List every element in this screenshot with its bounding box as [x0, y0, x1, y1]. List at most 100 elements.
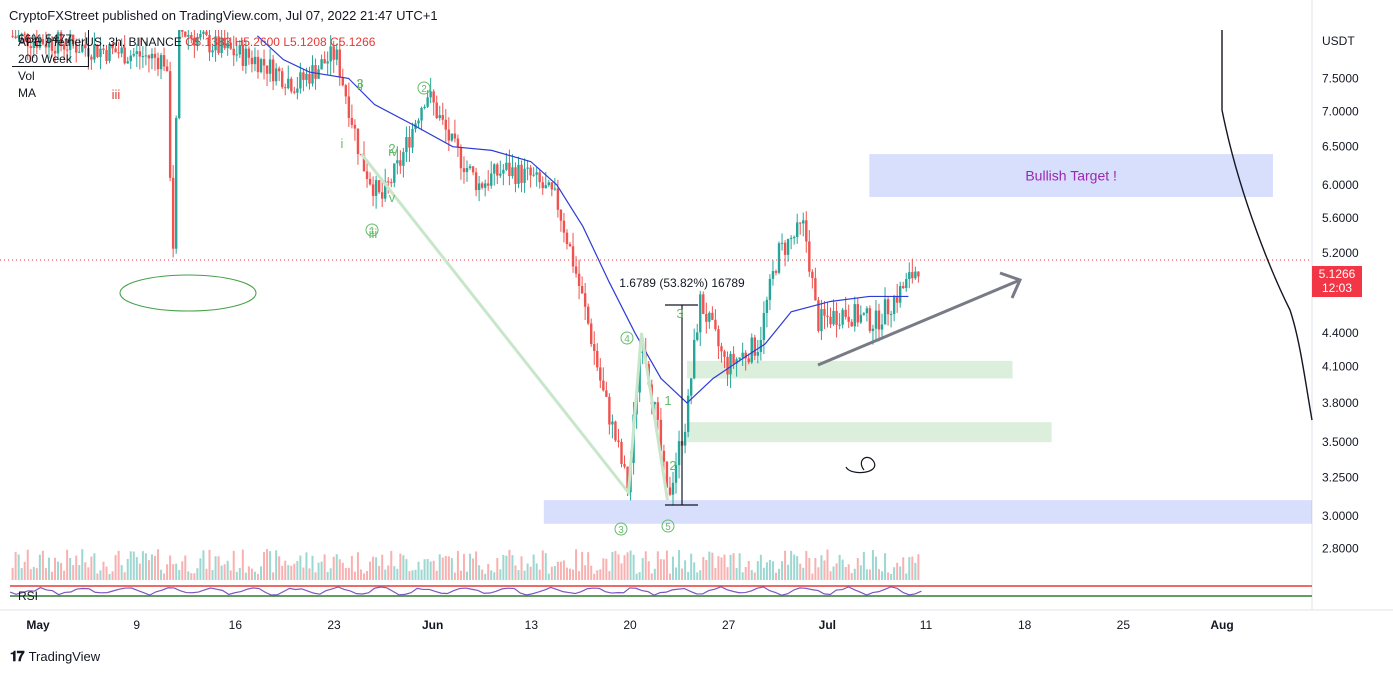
candle-body	[614, 421, 617, 441]
candle	[293, 86, 296, 95]
candle-body	[402, 152, 405, 166]
candle-body	[780, 242, 784, 244]
volume-bar	[496, 557, 499, 580]
volume-bar	[459, 570, 462, 580]
candle	[850, 319, 853, 327]
candle	[547, 179, 550, 187]
volume-bar	[856, 558, 859, 580]
symbol-name[interactable]: APE / TetherUS, 3h, BINANCE	[18, 35, 182, 49]
volume-bar	[765, 562, 768, 580]
candle-body	[487, 183, 490, 186]
x-tick-label: 16	[229, 618, 243, 632]
candle	[762, 301, 766, 355]
candle	[735, 357, 738, 377]
candle	[774, 269, 778, 276]
candle-body	[783, 242, 787, 255]
volume-bar	[914, 562, 917, 580]
candle	[277, 66, 281, 82]
scribble-mark	[845, 456, 876, 474]
volume-bar	[814, 558, 817, 580]
candle-body	[268, 59, 272, 74]
candle-body	[477, 183, 481, 191]
trend-arrow-line	[817, 278, 1021, 367]
candle	[529, 164, 532, 188]
candle-body	[768, 278, 772, 300]
candle	[75, 38, 78, 63]
candle	[471, 166, 475, 176]
volume-bar	[747, 560, 750, 580]
x-tick-label: Aug	[1210, 618, 1233, 632]
candle-body	[199, 33, 202, 38]
candle-body	[187, 35, 190, 37]
volume-bar	[253, 571, 256, 580]
volume-bar	[184, 555, 187, 580]
candle	[720, 342, 723, 363]
trend-arrow-head	[999, 271, 1023, 299]
candle	[199, 30, 202, 41]
candle	[408, 125, 411, 162]
volume-bar	[102, 561, 105, 580]
footer-brand[interactable]: TradingView	[28, 649, 101, 664]
candle-body	[771, 271, 775, 279]
volume-bar	[296, 561, 299, 580]
candle	[483, 179, 487, 197]
candle	[693, 328, 696, 380]
candle-body	[795, 222, 799, 237]
currency-label: USDT	[1322, 34, 1355, 48]
y-tick-label: 5.2000	[1322, 246, 1359, 260]
candle-body	[717, 329, 720, 347]
volume-bar	[87, 567, 90, 580]
candle-body	[653, 402, 657, 405]
volume-bar	[326, 571, 329, 580]
candle-body	[126, 61, 129, 64]
volume-bar	[774, 572, 777, 580]
candle-body	[892, 297, 896, 315]
candle-body	[677, 441, 681, 466]
volume-bar	[435, 570, 438, 580]
candle	[20, 32, 23, 43]
candle	[114, 42, 117, 53]
candle-body	[374, 180, 378, 196]
candle	[444, 109, 447, 143]
volume-bar	[568, 568, 571, 580]
volume-bar	[335, 554, 338, 580]
volume-bar	[520, 556, 523, 580]
candle-body	[544, 185, 547, 189]
candle	[423, 104, 426, 110]
volume-bar	[717, 556, 720, 580]
volume-bar	[35, 568, 38, 580]
wave-circle	[620, 331, 634, 345]
volume-bar	[853, 568, 856, 580]
volume-bar	[499, 569, 502, 580]
volume-bar	[626, 552, 629, 580]
volume-bar	[732, 553, 735, 580]
legend-vol[interactable]: Vol	[18, 69, 35, 83]
volume-bar	[650, 573, 653, 580]
candle-body	[523, 168, 526, 183]
candle-body	[223, 37, 226, 49]
candle-body	[290, 78, 293, 92]
volume-bar	[805, 551, 808, 580]
legend-ma[interactable]: MA	[18, 86, 36, 100]
candle-body	[205, 31, 208, 36]
candle-body	[217, 36, 220, 54]
y-tick-label: 6.5000	[1322, 140, 1359, 154]
candle-body	[565, 232, 569, 245]
volume-bar	[75, 555, 78, 580]
volume-bar	[399, 553, 402, 580]
candle	[908, 262, 911, 289]
candle	[14, 30, 17, 40]
tradingview-logo-icon[interactable]: 𝟏𝟕	[10, 648, 25, 664]
volume-bar	[599, 569, 602, 580]
volume-bar	[438, 554, 441, 580]
volume-bar	[160, 569, 163, 580]
volume-bar	[196, 568, 199, 580]
volume-bar	[826, 549, 829, 580]
candle	[532, 167, 535, 177]
candle	[147, 54, 151, 73]
candle-body	[832, 310, 835, 325]
candle-body	[517, 164, 520, 184]
volume-bar	[226, 560, 229, 580]
